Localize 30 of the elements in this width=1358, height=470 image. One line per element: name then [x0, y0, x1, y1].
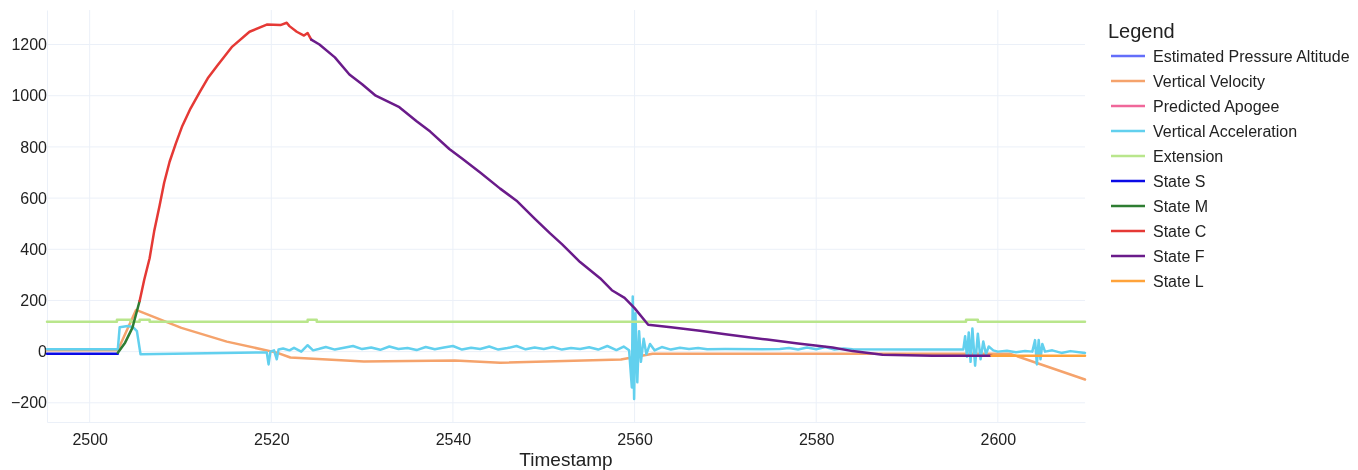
- legend-label: Vertical Velocity: [1153, 72, 1266, 90]
- x-axis-title: Timestamp: [519, 449, 613, 470]
- y-tick-label: 1200: [11, 36, 48, 54]
- x-tick-label: 2540: [435, 431, 472, 449]
- x-tick-label: 2580: [798, 431, 835, 449]
- legend-label: Estimated Pressure Altitude: [1153, 47, 1350, 65]
- line-series: [45, 295, 1087, 401]
- line-series: [138, 21, 313, 303]
- legend-label: State F: [1153, 247, 1205, 265]
- y-tick-label: 200: [20, 292, 48, 310]
- legend-label: State S: [1153, 172, 1206, 190]
- y-tick-label: 0: [38, 343, 48, 361]
- legend-label: State M: [1153, 197, 1209, 215]
- legend-label: Vertical Acceleration: [1153, 122, 1298, 140]
- x-tick-label: 2520: [254, 431, 290, 449]
- y-tick-label: 600: [20, 189, 48, 207]
- x-tick-label: 2560: [617, 431, 653, 449]
- line-series: [310, 38, 993, 357]
- legend-label: State C: [1153, 222, 1207, 240]
- y-tick-label: −200: [10, 394, 48, 412]
- line-series: [116, 299, 141, 354]
- y-tick-label: 1000: [11, 87, 48, 105]
- legend-label: Predicted Apogee: [1153, 97, 1280, 115]
- legend-label: Extension: [1153, 147, 1224, 165]
- x-tick-label: 2500: [72, 431, 109, 449]
- legend-title: Legend: [1108, 20, 1175, 42]
- y-tick-label: 800: [20, 138, 48, 156]
- y-tick-label: 400: [20, 240, 48, 258]
- legend-label: State L: [1153, 272, 1204, 290]
- x-tick-label: 2600: [980, 431, 1017, 449]
